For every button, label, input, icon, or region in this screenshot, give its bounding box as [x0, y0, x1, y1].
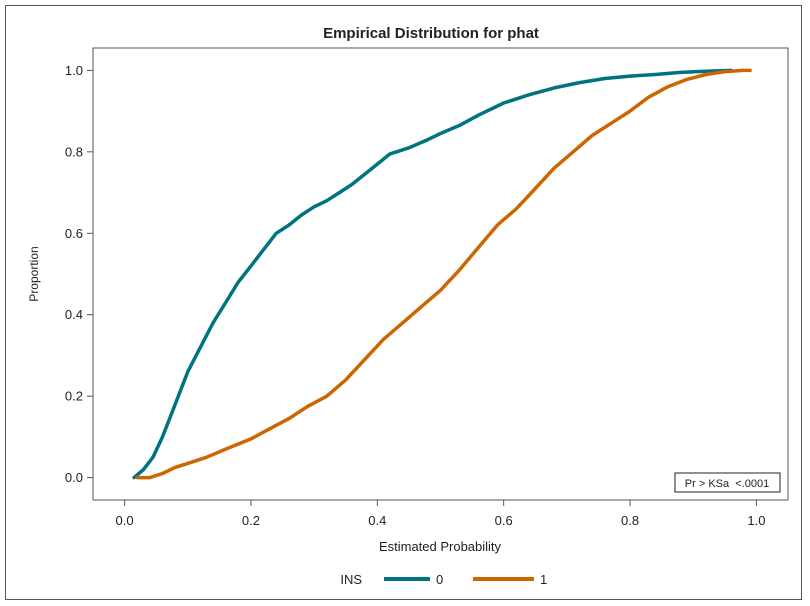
chart-title: Empirical Distribution for phat	[323, 25, 539, 42]
axes-group: 0.0 0.2 0.4 0.6 0.8 1.0 0.0 0.2 0.4 0.6 0.8 1.0	[65, 63, 766, 528]
chart-svg: Empirical Distribution for phat 0.0 0.2 0.…	[27, 25, 789, 587]
series-line-0	[132, 68, 733, 480]
y-tick-label: 0.8	[65, 144, 83, 159]
legend: INS 0 1	[340, 572, 547, 587]
y-tick-label: 0.6	[65, 226, 83, 241]
series-line-1	[135, 68, 752, 480]
chart-frame: Empirical Distribution for phat 0.0 0.2 0.…	[5, 5, 802, 600]
series-group	[132, 68, 752, 480]
x-tick-label: 0.8	[621, 513, 639, 528]
x-tick-label: 0.2	[242, 513, 260, 528]
y-tick-label: 0.2	[65, 389, 83, 404]
annotation-text: Pr > KSa <.0001	[685, 478, 769, 490]
x-tick-label: 0.4	[368, 513, 386, 528]
x-tick-label: 1.0	[747, 513, 765, 528]
x-tick-label: 0.0	[116, 513, 134, 528]
y-axis-label: Proportion	[27, 246, 41, 301]
legend-entry-1: 1	[540, 572, 547, 587]
y-tick-label: 1.0	[65, 63, 83, 78]
annotation-box	[674, 472, 781, 493]
y-tick-label: 0.4	[65, 307, 83, 322]
x-tick-label: 0.6	[495, 513, 513, 528]
legend-title: INS	[340, 572, 362, 587]
legend-entry-0: 0	[436, 572, 443, 587]
y-tick-label: 0.0	[65, 470, 83, 485]
x-axis-label: Estimated Probability	[379, 539, 502, 554]
plot-area	[92, 47, 789, 501]
